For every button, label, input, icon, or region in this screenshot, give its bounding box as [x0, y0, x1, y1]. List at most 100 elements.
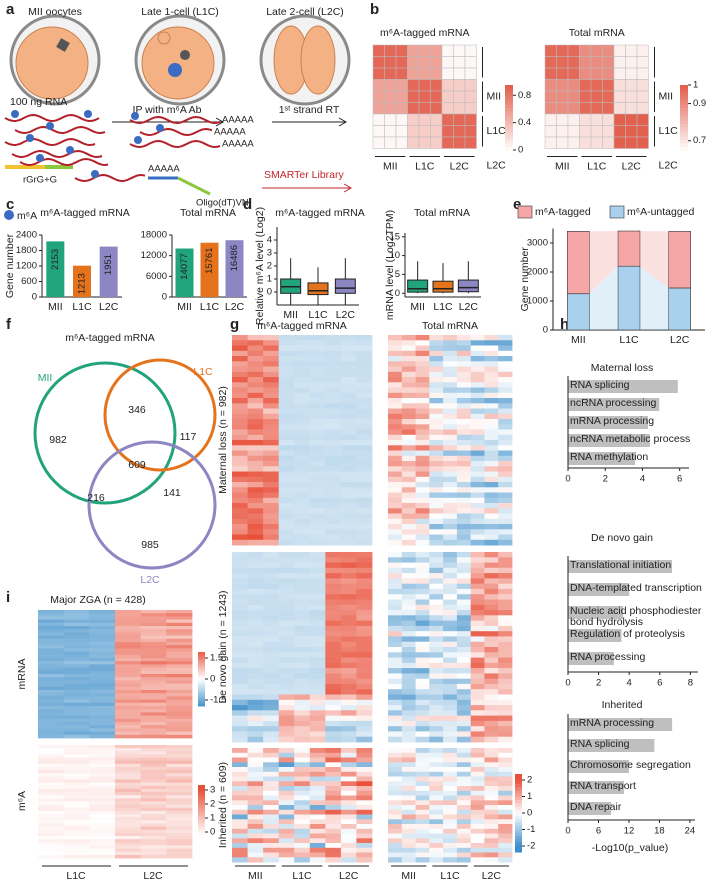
heat-cell [401, 657, 416, 664]
heat-cell [115, 839, 142, 843]
heat-cell [498, 847, 513, 853]
heat-cell [340, 694, 357, 701]
heat-cell [263, 440, 280, 446]
heat-cell [429, 641, 444, 648]
heat-cell [232, 450, 248, 457]
heat-cell [401, 567, 416, 574]
heat-cell [401, 838, 416, 844]
heat-cell [340, 419, 357, 425]
heat-cell [89, 751, 116, 755]
heat-cell [443, 824, 458, 830]
heat-cell [388, 776, 403, 782]
heat-cell [89, 667, 116, 672]
heat-cell [325, 800, 342, 806]
heat-cell [388, 847, 403, 853]
heat-cell [401, 795, 416, 801]
heat-cell [63, 810, 90, 815]
heat-cell [294, 588, 311, 595]
colorbar-step [680, 85, 688, 89]
heat-cell [415, 398, 430, 404]
heat-cell [263, 594, 280, 600]
heat-cell [278, 440, 295, 446]
heat-cell [356, 466, 373, 472]
heat-cell [232, 340, 248, 346]
heat-cell [263, 419, 280, 425]
heat-cell [356, 694, 373, 701]
heat-cell [115, 745, 142, 749]
heat-cell [232, 487, 248, 493]
heat-cell [309, 508, 326, 514]
heat-cell [464, 125, 477, 138]
x-tick-label: L2C [336, 309, 356, 321]
heat-cell [340, 673, 357, 680]
heat-cell [325, 615, 342, 621]
heat-cell [140, 804, 167, 809]
heat-cell [38, 804, 65, 809]
y-tick-label: 0 [543, 325, 548, 336]
heat-cell [115, 801, 142, 805]
bar-segment [617, 265, 641, 331]
heat-cell [63, 661, 90, 665]
x-tick-label: 6 [677, 474, 682, 485]
heat-cell [232, 824, 248, 830]
heat-cell [63, 842, 90, 846]
x-tick-label: 6 [657, 678, 662, 689]
heat-cell [140, 845, 167, 849]
heat-cell [232, 615, 248, 621]
heat-cell [232, 573, 248, 579]
box [334, 278, 356, 294]
heat-cell [443, 833, 458, 839]
heat-cell [470, 482, 485, 488]
heat-cell [401, 513, 416, 520]
heat-cell [470, 529, 485, 535]
heat-cell [278, 524, 295, 530]
heat-cell [356, 361, 373, 367]
heat-cell [484, 471, 499, 478]
heat-cell [63, 829, 90, 834]
heat-cell [456, 529, 472, 535]
adapter-bar [45, 165, 73, 169]
heat-cell [232, 668, 248, 674]
heat-cell [38, 632, 65, 636]
heat-cell [140, 748, 167, 752]
heat-cell [63, 706, 90, 710]
heat-cell [443, 471, 458, 478]
heat-cell [309, 356, 326, 362]
heat-cell [498, 610, 513, 616]
heat-cell [140, 683, 167, 688]
heat-cell [89, 690, 116, 694]
heat-cell [38, 760, 65, 765]
heat-cell [247, 345, 264, 352]
heat-cell [63, 610, 90, 614]
heat-cell [556, 90, 569, 103]
heat-cell [464, 136, 477, 149]
heat-cell [401, 776, 416, 782]
heat-cell [484, 450, 499, 457]
stage-label: Late 1-cell (L1C) [141, 6, 219, 18]
heat-cell [89, 680, 116, 684]
heat-cell [232, 471, 248, 478]
heat-cell [309, 824, 326, 830]
bar-value-label: 1951 [103, 254, 114, 275]
heat-cell [498, 366, 513, 373]
heat-cell [590, 44, 603, 57]
heat-cell [63, 836, 90, 840]
heat-cell [484, 610, 499, 616]
heat-cell [325, 814, 342, 820]
heat-cell [388, 529, 403, 535]
heat-cell [484, 771, 499, 777]
heat-cell [278, 736, 295, 743]
heat-cell [263, 662, 280, 669]
heat-cell [263, 604, 280, 611]
heat-cell [484, 366, 499, 373]
heat-cell [429, 434, 444, 441]
heat-cell [401, 689, 416, 695]
heat-cell [166, 760, 193, 765]
heat-cell [636, 67, 649, 80]
heat-cell [356, 762, 373, 768]
stage-label: Late 2-cell (L2C) [266, 6, 344, 18]
heat-cell [232, 673, 248, 680]
heat-cell [395, 44, 408, 57]
heat-cell [415, 736, 430, 743]
heat-cell [294, 466, 311, 472]
